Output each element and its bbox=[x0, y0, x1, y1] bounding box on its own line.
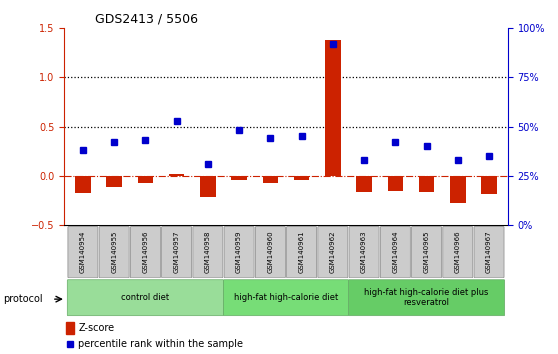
FancyBboxPatch shape bbox=[474, 227, 504, 278]
Bar bbox=[481, 176, 497, 194]
Text: GSM140955: GSM140955 bbox=[111, 230, 117, 273]
Bar bbox=[138, 176, 153, 183]
Text: GSM140963: GSM140963 bbox=[361, 230, 367, 273]
Text: GSM140954: GSM140954 bbox=[80, 230, 86, 273]
Bar bbox=[107, 176, 122, 188]
Text: GSM140964: GSM140964 bbox=[392, 230, 398, 273]
FancyBboxPatch shape bbox=[99, 227, 129, 278]
Text: Z-score: Z-score bbox=[79, 324, 114, 333]
Bar bbox=[232, 176, 247, 179]
Text: GSM140962: GSM140962 bbox=[330, 230, 336, 273]
Text: GSM140965: GSM140965 bbox=[424, 230, 430, 273]
FancyBboxPatch shape bbox=[224, 227, 254, 278]
Text: percentile rank within the sample: percentile rank within the sample bbox=[79, 339, 243, 349]
Text: GSM140966: GSM140966 bbox=[455, 230, 461, 273]
FancyBboxPatch shape bbox=[224, 280, 348, 316]
Text: high-fat high-calorie diet plus
resveratrol: high-fat high-calorie diet plus resverat… bbox=[364, 288, 489, 307]
FancyBboxPatch shape bbox=[256, 227, 285, 278]
Text: GSM140957: GSM140957 bbox=[174, 230, 180, 273]
FancyBboxPatch shape bbox=[68, 280, 224, 316]
FancyBboxPatch shape bbox=[162, 227, 191, 278]
FancyBboxPatch shape bbox=[348, 280, 504, 316]
Bar bbox=[325, 40, 340, 176]
Bar bbox=[356, 176, 372, 192]
FancyBboxPatch shape bbox=[381, 227, 410, 278]
Bar bbox=[200, 176, 216, 197]
Bar bbox=[294, 176, 309, 179]
FancyBboxPatch shape bbox=[131, 227, 160, 278]
Text: protocol: protocol bbox=[3, 294, 42, 304]
Text: GSM140959: GSM140959 bbox=[236, 230, 242, 273]
Text: control diet: control diet bbox=[121, 293, 170, 302]
Text: GSM140956: GSM140956 bbox=[142, 230, 148, 273]
Text: GSM140958: GSM140958 bbox=[205, 230, 211, 273]
Bar bbox=[387, 176, 403, 192]
FancyBboxPatch shape bbox=[193, 227, 223, 278]
Text: GDS2413 / 5506: GDS2413 / 5506 bbox=[95, 12, 198, 25]
FancyBboxPatch shape bbox=[349, 227, 379, 278]
Bar bbox=[418, 176, 434, 192]
Bar bbox=[263, 176, 278, 183]
FancyBboxPatch shape bbox=[318, 227, 348, 278]
FancyBboxPatch shape bbox=[443, 227, 473, 278]
Text: GSM140961: GSM140961 bbox=[299, 230, 305, 273]
Bar bbox=[75, 176, 91, 193]
Bar bbox=[450, 176, 465, 203]
Bar bbox=[169, 174, 185, 176]
Text: GSM140960: GSM140960 bbox=[267, 230, 273, 273]
FancyBboxPatch shape bbox=[287, 227, 316, 278]
Bar bbox=[66, 322, 74, 334]
Text: GSM140967: GSM140967 bbox=[486, 230, 492, 273]
FancyBboxPatch shape bbox=[412, 227, 441, 278]
Text: high-fat high-calorie diet: high-fat high-calorie diet bbox=[234, 293, 338, 302]
FancyBboxPatch shape bbox=[68, 227, 98, 278]
